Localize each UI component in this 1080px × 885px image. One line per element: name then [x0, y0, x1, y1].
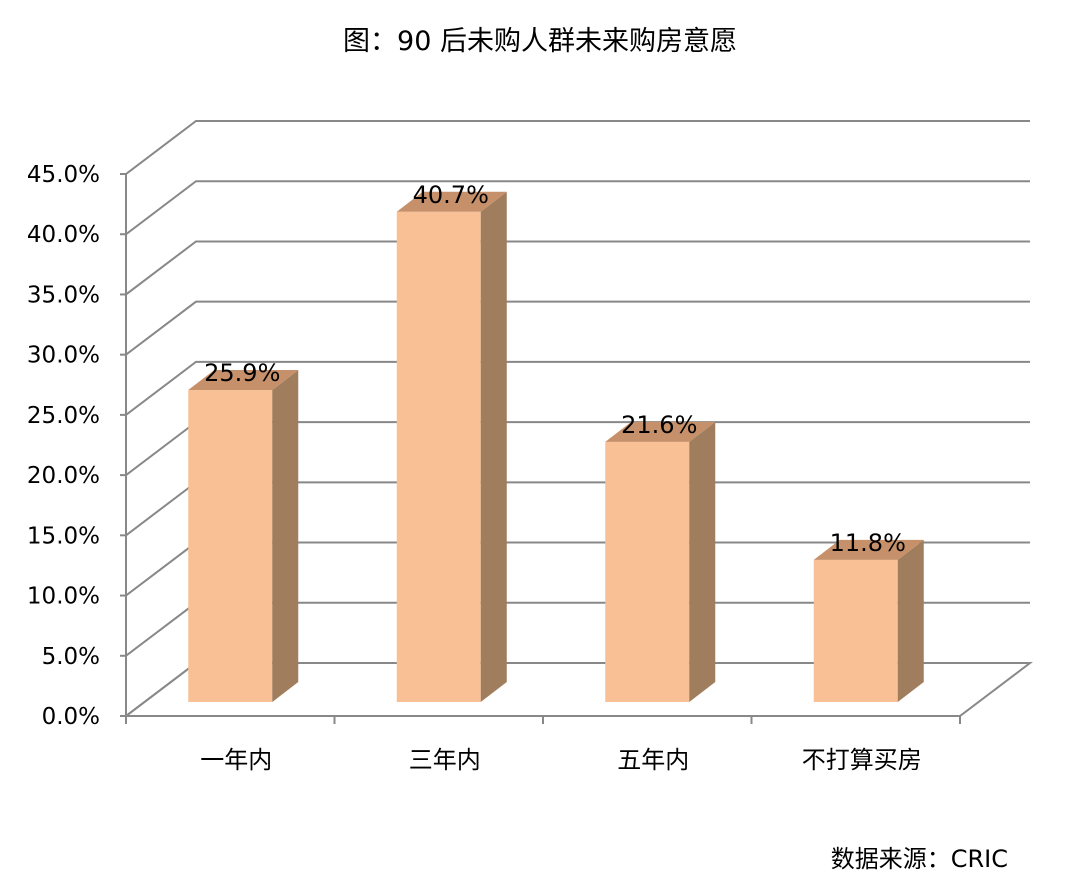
y-tick-label: 35.0%	[27, 282, 100, 308]
gridline	[125, 300, 1030, 356]
data-label: 21.6%	[621, 411, 697, 439]
labels-layer: 0.0% 5.0% 10.0% 15.0% 20.0% 25.0% 30.0% 35.0% 40…	[27, 162, 922, 774]
data-label: 25.9%	[204, 359, 280, 387]
gridline	[125, 120, 1030, 175]
bar-side	[897, 539, 924, 702]
category-label: 一年内	[200, 746, 272, 774]
data-label: 40.7%	[413, 181, 489, 209]
y-tick-label: 5.0%	[42, 644, 100, 670]
bar-top	[605, 421, 716, 442]
bar-top	[188, 370, 299, 391]
bar-top	[813, 539, 924, 560]
data-label: 11.8%	[830, 529, 906, 557]
y-tick-label: 15.0%	[27, 523, 100, 549]
y-tick-label: 30.0%	[27, 343, 100, 369]
gridline	[125, 360, 1030, 416]
bar-front	[605, 441, 690, 702]
bar-side	[272, 370, 299, 702]
bars-layer	[188, 191, 924, 702]
bar-front	[813, 559, 898, 702]
y-tick-label: 10.0%	[27, 584, 100, 610]
y-tick-label: 45.0%	[27, 162, 100, 188]
bar-side	[689, 421, 716, 702]
y-tick-label: 20.0%	[27, 463, 100, 489]
y-tick-label: 40.0%	[27, 222, 100, 248]
chart-source: 数据来源：CRIC	[830, 845, 1008, 873]
category-label: 五年内	[617, 746, 689, 774]
category-label: 不打算买房	[802, 746, 922, 774]
y-tick-label: 25.0%	[27, 403, 100, 429]
category-label: 三年内	[409, 746, 481, 774]
y-tick-label: 0.0%	[42, 704, 100, 730]
bar-top	[396, 191, 507, 212]
bar-side	[480, 191, 507, 702]
gridline	[125, 240, 1030, 296]
gridline	[125, 180, 1030, 236]
bar-front	[396, 211, 481, 702]
axis-layer	[120, 173, 961, 724]
chart-title: 图：90 后未购人群未来购房意愿	[343, 26, 737, 57]
bar-front	[188, 390, 273, 702]
